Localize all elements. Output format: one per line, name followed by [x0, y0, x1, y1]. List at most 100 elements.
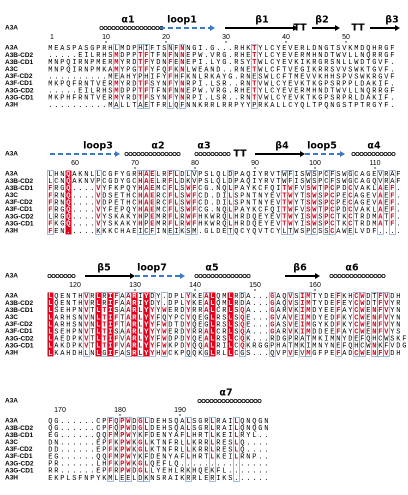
strand-head — [395, 25, 400, 31]
helix-turn — [71, 273, 76, 278]
helix-turn — [214, 273, 219, 278]
residue-number: 40 — [282, 34, 290, 41]
structure-label: TT — [351, 23, 365, 34]
helix-turn — [151, 25, 156, 30]
residue-number: 100 — [309, 160, 321, 167]
helix-turn — [176, 151, 181, 156]
residue-number: 80 — [191, 160, 199, 167]
sequence-name: A3G-CD1 — [5, 94, 34, 101]
number-dot — [314, 289, 316, 291]
similarity-box — [191, 170, 198, 235]
identity-box — [143, 292, 150, 357]
similarity-box — [167, 44, 174, 109]
strand-head — [335, 25, 340, 31]
number-dot — [314, 167, 316, 169]
residue-number: 110 — [369, 160, 380, 167]
structure-name: A3A — [5, 151, 18, 158]
helix-turn — [355, 151, 360, 156]
similarity-box — [173, 170, 180, 235]
sequence-name: A3G-CD1 — [5, 467, 34, 474]
sequence-name: A3H — [5, 102, 18, 109]
structure-label: loop1 — [167, 15, 197, 26]
helix-turn — [168, 151, 173, 156]
number-dot — [194, 167, 196, 169]
residue-number: 10 — [102, 34, 110, 41]
helix-turn — [373, 273, 378, 278]
residue-number: 180 — [114, 407, 126, 414]
helix-turn — [47, 273, 52, 278]
helix-turn — [197, 398, 202, 403]
similarity-box — [251, 44, 258, 109]
loop-head — [180, 273, 185, 279]
number-dot — [225, 41, 227, 43]
number-dot — [285, 41, 287, 43]
helix-turn — [245, 398, 250, 403]
helix-turn — [229, 398, 234, 403]
helix-turn — [135, 25, 140, 30]
structure-label: TT — [233, 149, 247, 160]
similarity-box — [233, 417, 240, 482]
similarity-box — [347, 170, 354, 235]
residue-number: 150 — [249, 282, 261, 289]
helix-turn — [253, 398, 258, 403]
sequence-name: A3F-CD1 — [5, 328, 33, 335]
helix-turn — [222, 151, 227, 156]
helix-turn — [375, 151, 380, 156]
sequence-name: A3A — [5, 45, 18, 52]
helix-turn — [124, 151, 129, 156]
helix-turn — [55, 273, 60, 278]
helix-turn — [221, 398, 226, 403]
helix-turn — [363, 151, 368, 156]
helix-turn — [205, 398, 210, 403]
similarity-box — [185, 417, 192, 482]
helix-turn — [349, 273, 354, 278]
helix-turn — [160, 151, 165, 156]
residue-number: 170 — [54, 407, 66, 414]
similarity-box — [359, 292, 366, 357]
similarity-box — [311, 170, 318, 235]
sequence-name: A3F-CD2 — [5, 73, 33, 80]
similarity-box — [143, 417, 150, 482]
helix-turn — [226, 151, 231, 156]
helix-turn — [107, 25, 112, 30]
helix-turn — [127, 25, 132, 30]
helix-turn — [144, 151, 149, 156]
helix-turn — [139, 25, 144, 30]
similarity-box — [389, 170, 396, 235]
helix-turn — [202, 273, 207, 278]
structure-label: TT — [293, 23, 307, 34]
sequence-name: A3B-CD2 — [5, 425, 34, 432]
similarity-box — [239, 292, 246, 357]
helix-turn — [341, 273, 346, 278]
helix-turn — [329, 273, 334, 278]
helix-turn — [202, 151, 207, 156]
sequence-name: A3F-CD2 — [5, 321, 33, 328]
sequence-name: A3B-CD1 — [5, 59, 34, 66]
helix-turn — [210, 273, 215, 278]
number-dot — [134, 289, 136, 291]
helix-turn — [218, 273, 223, 278]
helix-turn — [226, 273, 231, 278]
helix-glyph — [329, 273, 386, 278]
similarity-box — [113, 292, 120, 357]
sequence-name: A3B-CD1 — [5, 307, 34, 314]
helix-turn — [210, 151, 215, 156]
loop-head — [340, 151, 345, 157]
identity-box — [131, 292, 138, 357]
